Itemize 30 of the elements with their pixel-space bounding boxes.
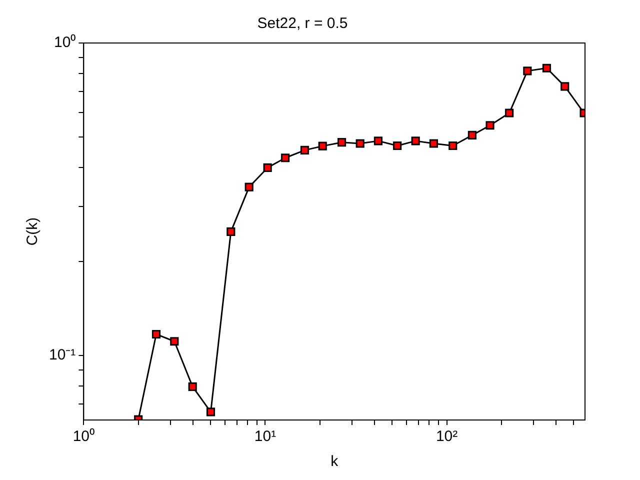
point bbox=[263, 163, 272, 172]
point bbox=[300, 146, 310, 154]
point bbox=[486, 121, 494, 130]
point bbox=[560, 82, 570, 91]
y-tick-label: 10⁻¹ bbox=[48, 346, 76, 364]
point bbox=[152, 330, 161, 339]
point bbox=[356, 139, 364, 148]
point bbox=[374, 136, 382, 146]
point bbox=[393, 141, 402, 150]
x-tick-label: 10¹ bbox=[254, 428, 276, 446]
point bbox=[523, 66, 532, 76]
x-tick-label: 10² bbox=[436, 428, 458, 446]
y-axis-title: C(k) bbox=[24, 217, 42, 246]
point bbox=[206, 408, 216, 416]
chart-title: Set22, r = 0.5 bbox=[257, 15, 348, 32]
point bbox=[505, 108, 514, 118]
point bbox=[281, 154, 290, 162]
point bbox=[429, 139, 438, 148]
point bbox=[468, 130, 476, 140]
point bbox=[226, 227, 236, 236]
point bbox=[338, 138, 346, 147]
point bbox=[542, 64, 551, 72]
point bbox=[318, 142, 327, 150]
point bbox=[188, 382, 197, 391]
x-tick-label: 10⁰ bbox=[72, 428, 95, 446]
point bbox=[170, 337, 179, 346]
point bbox=[244, 182, 254, 192]
x-axis-title: k bbox=[330, 453, 339, 470]
point bbox=[411, 136, 420, 146]
point bbox=[448, 141, 458, 150]
